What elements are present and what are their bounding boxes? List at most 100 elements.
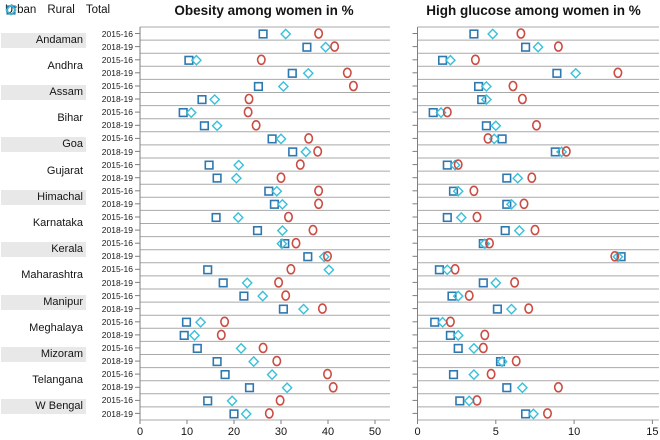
year-label: 2018-19 [101,225,133,236]
marker-total [226,395,238,407]
state-label: Bihar [57,112,83,125]
marker-urban [243,106,253,118]
marker-total [455,211,467,224]
legend-item-total: Total [5,4,111,16]
marker-rural [278,304,289,314]
marker-total [468,342,480,355]
marker-rural [192,343,202,354]
year-label: 2018-19 [101,303,133,314]
marker-rural [287,68,297,78]
marker-total [233,159,245,171]
year-label: 2018-19 [101,41,133,52]
state-label: Meghalaya [29,321,83,334]
marker-total [527,408,539,420]
marker-urban [322,250,332,262]
marker-total [612,251,624,263]
state-label: Mizoram [1,347,86,362]
year-label: 2015-16 [101,238,133,249]
marker-rural [302,42,312,52]
marker-rural [303,252,313,262]
marker-total [480,80,492,92]
marker-rural [280,239,290,249]
marker-urban [304,133,314,144]
marker-rural [492,304,503,314]
state-label: Andhra [47,59,83,72]
marker-urban [275,395,285,406]
year-label: 2018-19 [101,172,133,183]
state-label: W Bengal [1,399,86,415]
marker-total [468,369,480,381]
marker-rural [502,173,512,183]
marker-total [276,225,288,237]
marker-total [496,355,508,368]
x-tick-label: 40 [322,426,334,438]
marker-total [463,395,475,407]
legend-label-total: Total [85,4,111,16]
marker-total [276,198,288,210]
marker-rural [500,226,510,236]
year-label: 2018-19 [101,67,133,78]
year-label: 2018-19 [101,356,133,367]
year-label: 2018-19 [101,120,133,131]
state-label: Assam [1,85,86,100]
marker-urban [314,185,324,197]
year-label: 2018-19 [101,408,133,419]
marker-rural [239,291,249,301]
marker-urban [553,381,563,393]
marker-total [449,159,461,171]
marker-urban [472,395,482,406]
marker-urban [256,54,266,66]
marker-urban [613,67,623,79]
marker-rural [218,278,228,288]
marker-total [323,264,335,276]
marker-urban [469,185,479,197]
marker-urban [472,211,482,223]
x-tick-label: 20 [228,426,240,438]
marker-total [513,225,525,237]
marker-total [298,303,310,315]
marker-total [276,238,288,250]
marker-urban [553,41,563,52]
marker-rural [288,147,298,157]
marker-total [490,277,502,289]
x-tick-label: 10 [568,426,580,438]
marker-rural [204,160,214,170]
x-tick-label: 50 [369,426,381,438]
marker-rural [616,252,626,262]
state-label: Karnataka [32,217,83,229]
marker-total [437,316,449,328]
x-tick-label: 15 [646,426,658,438]
marker-total [248,355,260,368]
marker-urban [484,237,494,249]
marker-total [240,408,252,420]
marker-urban [530,224,540,236]
marker-urban [480,329,490,341]
marker-rural [244,383,255,393]
marker-urban [470,54,480,66]
marker-rural [258,29,268,39]
marker-rural [455,396,465,406]
year-label: 2015-16 [101,212,133,222]
marker-total [211,120,223,132]
marker-rural [267,134,277,144]
marker-rural [448,369,459,380]
marker-rural [181,317,192,327]
marker-rural [212,356,222,367]
marker-rural [179,330,189,341]
year-label: 2018-19 [101,198,133,209]
marker-rural [447,291,457,301]
marker-total [188,329,201,341]
marker-urban [445,316,455,328]
year-label: 2018-19 [101,146,133,157]
state-label: Maharashtra [21,269,83,282]
marker-rural [203,265,213,275]
marker-rural [212,173,222,183]
marker-urban [342,67,352,79]
marker-urban [258,342,268,354]
marker-urban [508,80,518,92]
state-label: Gujarat [46,164,83,177]
marker-urban [313,146,323,157]
marker-urban [322,368,332,380]
marker-total [241,277,253,289]
marker-rural [502,199,512,209]
